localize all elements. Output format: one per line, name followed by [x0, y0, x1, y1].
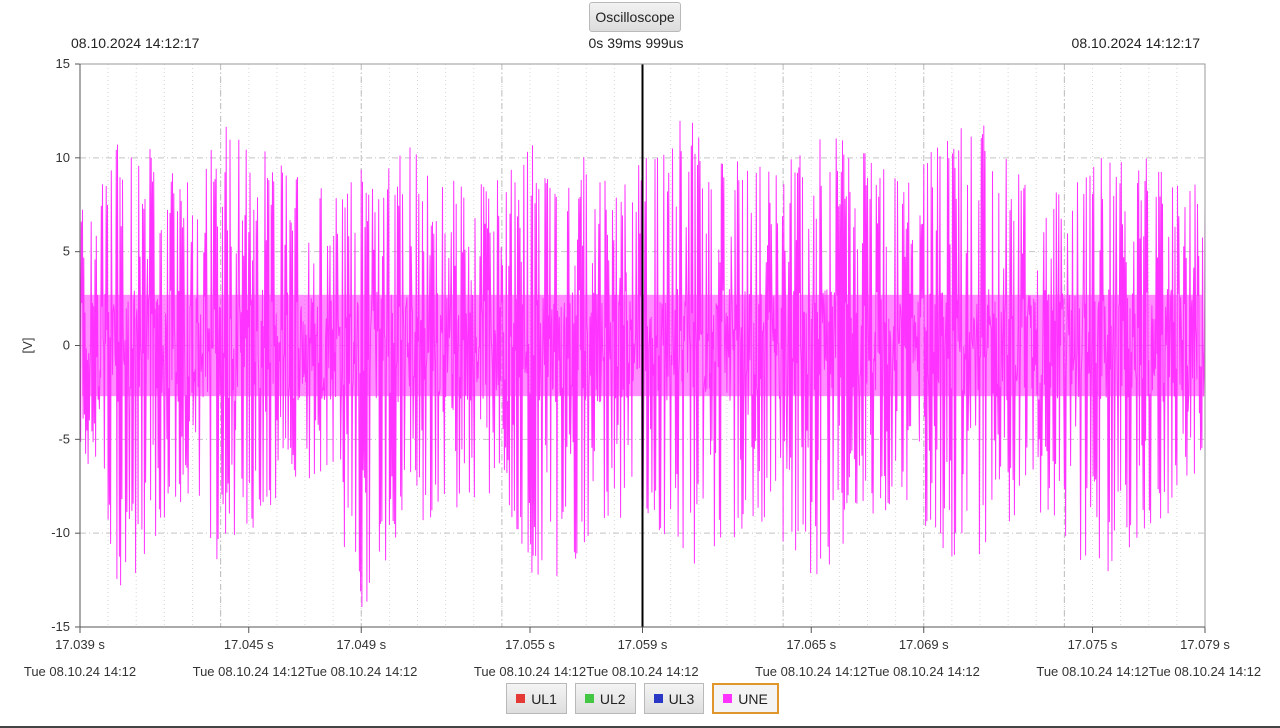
x-tick-sublabel: Tue 08.10.24 14:12 — [1036, 664, 1148, 679]
legend-swatch-icon — [516, 694, 526, 703]
x-tick-sublabel: Tue 08.10.24 14:12 — [474, 664, 586, 679]
legend-item-ul1[interactable]: UL1 — [506, 683, 567, 714]
legend-label: UL2 — [599, 690, 626, 707]
y-axis-label: [V] — [20, 338, 35, 354]
legend-swatch-icon — [723, 694, 733, 703]
legend-item-ul3[interactable]: UL3 — [643, 683, 705, 714]
x-tick-label: 17.075 s — [1068, 637, 1118, 652]
y-tick-label: 10 — [56, 150, 70, 165]
oscilloscope-title-button[interactable]: Oscilloscope — [589, 2, 681, 32]
legend-swatch-icon — [653, 694, 663, 703]
x-tick-label: 17.045 s — [224, 637, 274, 652]
y-tick-label: 5 — [63, 244, 70, 259]
y-tick-label: 15 — [56, 56, 70, 71]
start-timestamp: 08.10.2024 14:12:17 — [71, 35, 200, 51]
y-tick-label: 0 — [63, 338, 70, 353]
legend-item-une[interactable]: UNE — [712, 683, 779, 714]
x-tick-sublabel: Tue 08.10.24 14:12 — [755, 664, 867, 679]
time-span-label: 0s 39ms 999us — [588, 35, 684, 51]
legend-label: UNE — [738, 690, 768, 707]
x-tick-label: 17.055 s — [505, 637, 555, 652]
y-tick-label: -15 — [51, 619, 70, 634]
legend-item-ul2[interactable]: UL2 — [574, 683, 636, 714]
x-tick-sublabel: Tue 08.10.24 14:12 — [193, 664, 305, 679]
x-tick-sublabel: Tue 08.10.24 14:12 — [868, 664, 980, 679]
x-tick-sublabel: Tue 08.10.24 14:12 — [305, 664, 417, 679]
legend-swatch-icon — [584, 694, 594, 703]
x-tick-label: 17.039 s — [55, 637, 105, 652]
x-tick-label: 17.049 s — [336, 637, 386, 652]
x-tick-label: 17.069 s — [899, 637, 949, 652]
y-tick-label: -10 — [51, 525, 70, 540]
end-timestamp: 08.10.2024 14:12:17 — [1071, 35, 1200, 51]
x-tick-label: 17.059 s — [618, 637, 668, 652]
legend-label: UL1 — [531, 690, 557, 707]
legend-label: UL3 — [668, 690, 695, 707]
x-tick-label: 17.065 s — [786, 637, 836, 652]
y-tick-label: -5 — [58, 431, 70, 446]
x-tick-sublabel: Tue 08.10.24 14:12 — [1149, 664, 1261, 679]
bottom-divider — [0, 726, 1280, 728]
channel-legend: UL1 UL2 UL3 UNE — [0, 683, 1280, 714]
x-tick-sublabel: Tue 08.10.24 14:12 — [24, 664, 136, 679]
x-tick-label: 17.079 s — [1180, 637, 1230, 652]
x-tick-sublabel: Tue 08.10.24 14:12 — [586, 664, 698, 679]
